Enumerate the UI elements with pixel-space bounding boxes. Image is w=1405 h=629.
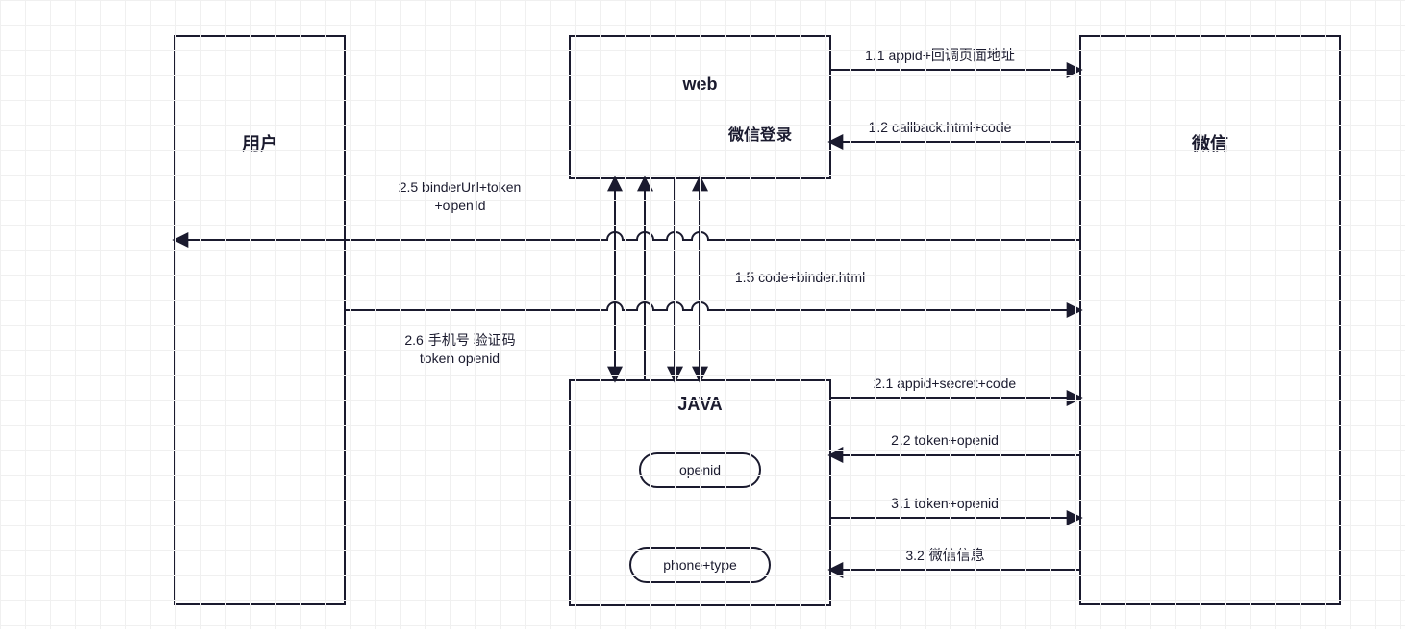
canvas-grid [0,0,1405,629]
